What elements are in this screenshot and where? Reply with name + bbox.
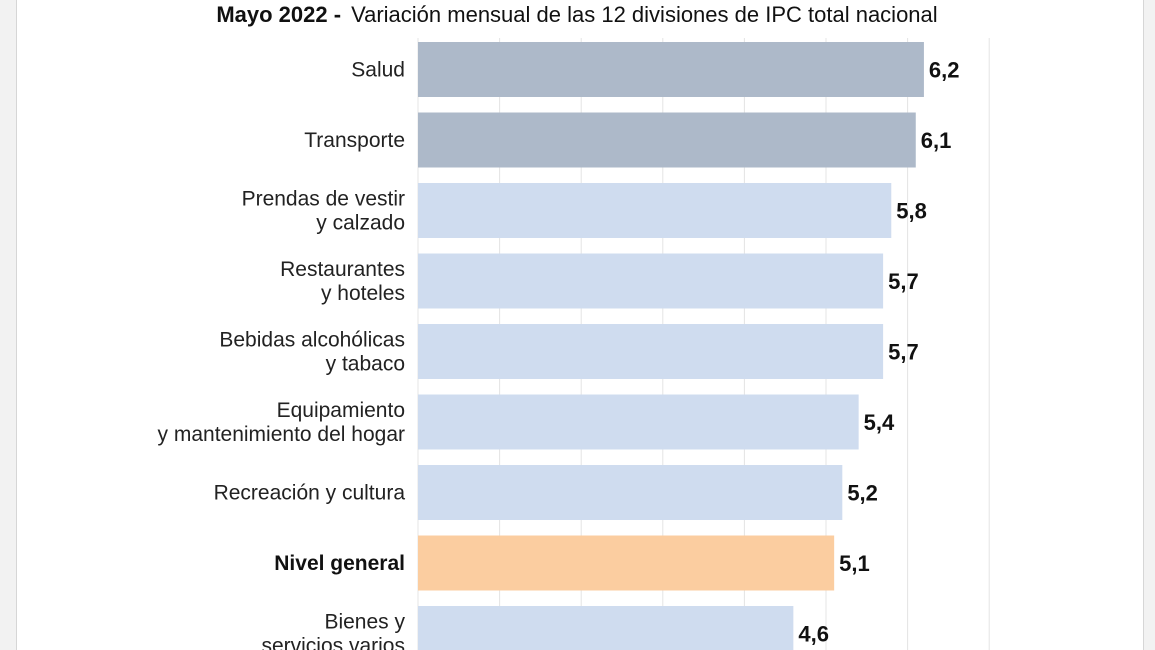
bar: [418, 324, 884, 379]
bar: [418, 42, 924, 97]
bar: [418, 535, 835, 591]
category-label: Salud: [351, 59, 405, 82]
category-label-line: y hoteles: [321, 282, 405, 305]
category-label-line: Bienes y: [324, 611, 405, 634]
value-label: 5,2: [847, 481, 878, 506]
category-label: Recreación y cultura: [214, 482, 406, 505]
bar: [418, 394, 859, 450]
category-label: Transporte: [304, 129, 405, 152]
bar: [418, 465, 843, 520]
category-label-line: Nivel general: [274, 552, 405, 575]
category-label-line: Recreación y cultura: [214, 482, 406, 505]
bar: [418, 606, 794, 650]
value-label: 5,7: [888, 269, 919, 294]
category-label-line: Prendas de vestir: [242, 188, 405, 211]
category-label: Nivel general: [274, 552, 405, 575]
value-label: 5,8: [896, 199, 927, 224]
category-label-line: y mantenimiento del hogar: [158, 423, 405, 446]
value-label: 5,1: [839, 551, 870, 576]
value-labels: 6,2 6,1 5,8 5,7 5,7 5,4 5,2 5,1 4,6: [798, 58, 959, 647]
chart-title-date: Mayo 2022 -: [216, 2, 341, 27]
value-label: 4,6: [798, 622, 829, 647]
category-label: Bienes y servicios varios: [261, 611, 405, 650]
category-label-line: y tabaco: [326, 353, 405, 376]
category-label-line: Equipamiento: [277, 399, 405, 422]
category-label-line: Restaurantes: [280, 258, 405, 281]
bar: [418, 112, 916, 168]
bars: [418, 42, 924, 650]
chart-title: Mayo 2022 - Variación mensual de las 12 …: [216, 2, 937, 27]
category-label: Equipamiento y mantenimiento del hogar: [158, 399, 405, 446]
chart-title-text: Variación mensual de las 12 divisiones d…: [351, 2, 938, 27]
value-label: 6,2: [929, 58, 960, 83]
value-label: 6,1: [921, 128, 952, 153]
category-label-line: Transporte: [304, 129, 405, 152]
bar: [418, 253, 884, 309]
bar: [418, 183, 892, 238]
category-label: Bebidas alcohólicas y tabaco: [219, 329, 405, 376]
value-label: 5,4: [864, 410, 895, 435]
category-labels: Salud Transporte Prendas de vestir y calzad…: [158, 59, 406, 650]
category-label-line: Bebidas alcohólicas: [219, 329, 405, 352]
value-label: 5,7: [888, 340, 919, 365]
bar-chart: Mayo 2022 - Variación mensual de las 12 …: [158, 2, 990, 650]
category-label-line: Salud: [351, 59, 405, 82]
category-label-line: servicios varios: [261, 635, 405, 650]
category-label: Restaurantes y hoteles: [280, 258, 405, 305]
category-label-line: y calzado: [316, 212, 405, 235]
chart-frame: Mayo 2022 - Variación mensual de las 12 …: [16, 0, 1144, 650]
category-label: Prendas de vestir y calzado: [242, 188, 405, 235]
